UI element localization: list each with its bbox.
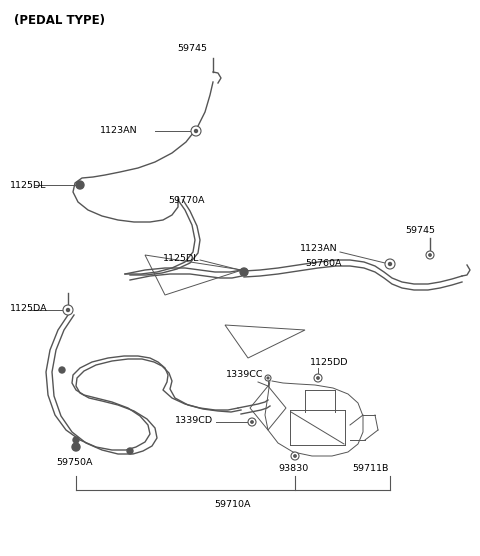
Text: 59710A: 59710A xyxy=(215,500,251,509)
Circle shape xyxy=(73,437,79,443)
Circle shape xyxy=(317,377,319,379)
Text: 1125DL: 1125DL xyxy=(10,181,47,190)
Circle shape xyxy=(63,305,73,315)
Circle shape xyxy=(76,181,84,189)
Circle shape xyxy=(194,130,197,132)
Text: 1125DA: 1125DA xyxy=(10,304,48,312)
Circle shape xyxy=(294,455,296,457)
Circle shape xyxy=(127,448,133,454)
Circle shape xyxy=(248,418,256,426)
Text: 59711B: 59711B xyxy=(352,464,388,473)
Text: (PEDAL TYPE): (PEDAL TYPE) xyxy=(14,14,105,27)
Text: 93830: 93830 xyxy=(278,464,308,473)
Circle shape xyxy=(67,309,70,311)
Circle shape xyxy=(72,443,80,451)
Circle shape xyxy=(385,259,395,269)
Circle shape xyxy=(267,377,269,379)
Circle shape xyxy=(429,254,431,256)
Text: 59770A: 59770A xyxy=(168,196,204,205)
Text: 1339CC: 1339CC xyxy=(226,370,264,379)
Circle shape xyxy=(388,262,392,266)
Text: 1123AN: 1123AN xyxy=(300,244,337,252)
Text: 1339CD: 1339CD xyxy=(175,415,213,424)
Circle shape xyxy=(426,251,434,259)
Circle shape xyxy=(191,126,201,136)
Text: 59760A: 59760A xyxy=(305,259,341,267)
Text: 1125DD: 1125DD xyxy=(310,358,348,366)
Text: 59745: 59745 xyxy=(405,226,435,235)
Text: 59745: 59745 xyxy=(177,43,207,52)
Circle shape xyxy=(314,374,322,382)
Circle shape xyxy=(265,375,271,381)
Text: 1125DL: 1125DL xyxy=(163,254,200,262)
Circle shape xyxy=(59,367,65,373)
Circle shape xyxy=(291,452,299,460)
Circle shape xyxy=(251,421,253,423)
Circle shape xyxy=(240,268,248,276)
Text: 1123AN: 1123AN xyxy=(100,126,138,135)
Text: 59750A: 59750A xyxy=(56,458,93,466)
